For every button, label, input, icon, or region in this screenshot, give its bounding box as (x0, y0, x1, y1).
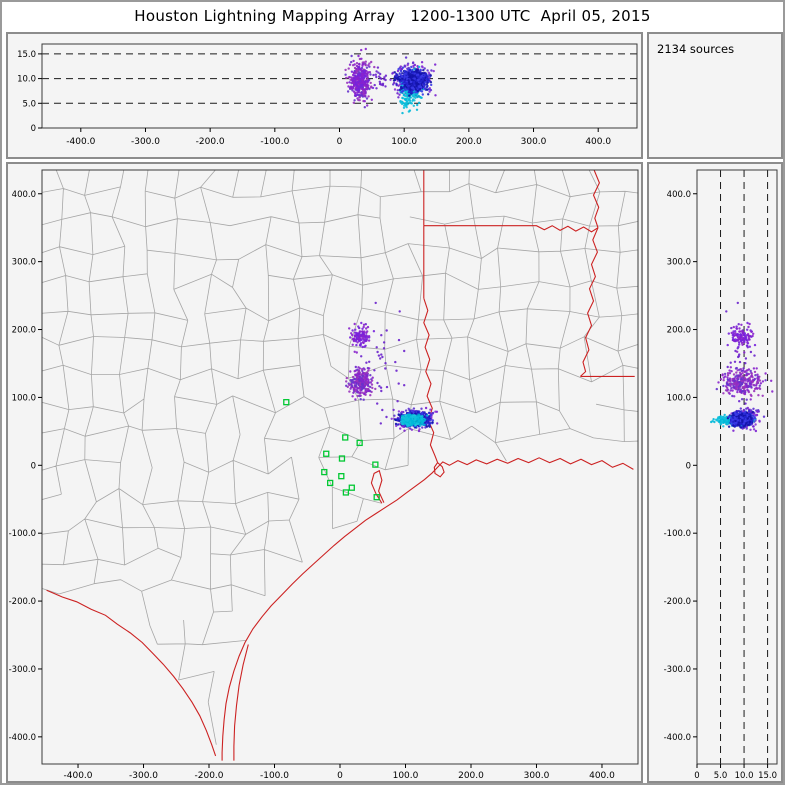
svg-text:0: 0 (337, 137, 343, 147)
svg-text:200.0: 200.0 (456, 137, 482, 147)
svg-text:-300.0: -300.0 (129, 771, 158, 781)
svg-text:-300.0: -300.0 (131, 137, 160, 147)
svg-text:5.0: 5.0 (22, 99, 36, 109)
svg-text:100.0: 100.0 (12, 393, 36, 403)
svg-text:-100.0: -100.0 (260, 137, 289, 147)
svg-text:0: 0 (31, 461, 36, 471)
sources-count-label: 2134 sources (657, 42, 735, 56)
plan-view-map-plot: -400.0 -300.0 -200.0 -100.0 0 100.0 200.0 300.0… (9, 169, 639, 781)
altitude-dash-lines (42, 53, 637, 104)
svg-text:-200.0: -200.0 (196, 137, 225, 147)
altitude-vs-eastwest-panel: -400.0 -300.0 -200.0 -100.0 0 100.0 200.0 300.0… (6, 32, 643, 159)
svg-text:400.0: 400.0 (585, 137, 611, 147)
svg-text:400.0: 400.0 (12, 190, 36, 200)
lma-station-markers (283, 399, 380, 501)
page-title: Houston Lightning Mapping Array 1200-130… (134, 7, 651, 25)
svg-text:400.0: 400.0 (589, 771, 615, 781)
svg-text:-100.0: -100.0 (9, 529, 36, 539)
svg-text:0: 0 (337, 771, 343, 781)
svg-text:15.0: 15.0 (17, 50, 36, 60)
altitude-vs-northsouth-plot: 0 5.0 10.0 15.0400.0300.0200.0100.00-100.0-… (664, 169, 778, 781)
svg-text:-400.0: -400.0 (66, 137, 95, 147)
svg-text:-300.0: -300.0 (9, 665, 36, 675)
svg-text:-400.0: -400.0 (9, 733, 36, 743)
svg-text:10.0: 10.0 (17, 75, 36, 85)
svg-text:300.0: 300.0 (524, 771, 550, 781)
svg-text:100.0: 100.0 (391, 137, 417, 147)
svg-text:300.0: 300.0 (12, 258, 36, 268)
svg-text:-100.0: -100.0 (260, 771, 289, 781)
sources-count-panel: 2134 sources (647, 32, 783, 159)
altitude-vs-eastwest-plot: -400.0 -300.0 -200.0 -100.0 0 100.0 200.0 300.0… (17, 43, 638, 147)
svg-text:100.0: 100.0 (393, 771, 419, 781)
svg-text:200.0: 200.0 (12, 326, 36, 336)
altitude-vs-northsouth-panel: 0 5.0 10.0 15.0 400.0 300.0 200.0 100.0 0 -100.0-… (647, 162, 783, 783)
lightning-source-points (710, 301, 774, 433)
plan-view-map-panel: -400.0 -300.0 -200.0 -100.0 0 100.0 200.0 300.0… (6, 162, 643, 783)
svg-text:0: 0 (31, 124, 36, 134)
state-and-coast-lines (46, 170, 635, 761)
svg-text:-200.0: -200.0 (195, 771, 224, 781)
svg-text:-200.0: -200.0 (9, 597, 36, 607)
svg-text:-400.0: -400.0 (64, 771, 93, 781)
svg-text:200.0: 200.0 (458, 771, 484, 781)
svg-text:300.0: 300.0 (521, 137, 547, 147)
lightning-source-points (345, 301, 439, 433)
lightning-source-points (344, 47, 437, 115)
altitude-dash-lines (720, 170, 769, 764)
